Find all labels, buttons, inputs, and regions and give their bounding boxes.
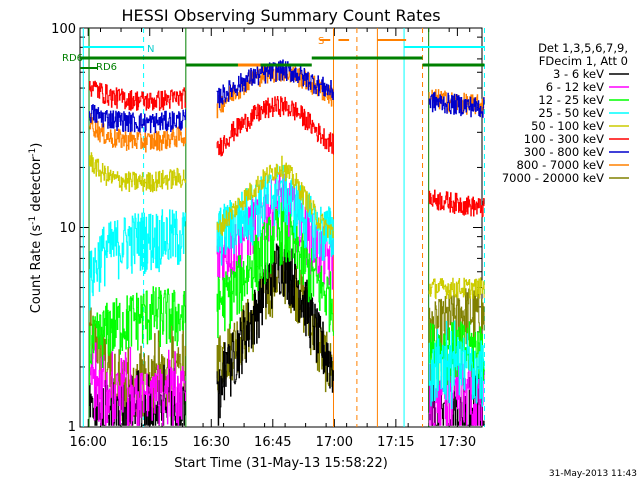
series-line (89, 286, 186, 386)
x-tick-label: 16:15 (131, 435, 168, 450)
s-label: S (318, 36, 324, 47)
series-line (428, 288, 485, 366)
x-tick-labels: 16:00 16:15 16:30 16:45 17:00 17:15 17:30 (69, 435, 476, 450)
legend-label: 6 - 12 keV (546, 80, 604, 94)
series-group (89, 59, 485, 426)
x-tick-label: 16:45 (254, 435, 291, 450)
chart-title: HESSI Observing Summary Count Rates (121, 6, 440, 25)
legend-label: 12 - 25 keV (538, 93, 604, 107)
series-line (428, 189, 485, 218)
series-line (216, 242, 334, 426)
legend-label: 50 - 100 keV (531, 119, 604, 133)
series-line (428, 277, 485, 300)
series-line (89, 342, 186, 426)
legend-label: 7000 - 20000 keV (502, 171, 604, 185)
legend-label: 25 - 50 keV (538, 106, 604, 120)
y-axis-label: Count Rate (s-1 detector-1) (28, 143, 44, 314)
x-axis-label: Start Time (31-May-13 15:58:22) (174, 456, 388, 471)
legend: Det 1,3,5,6,7,9, FDecim 1, Att 0 3 - 6 k… (502, 41, 629, 185)
series-line (89, 104, 186, 134)
x-tick-label: 17:30 (439, 435, 476, 450)
x-tick-label: 16:30 (193, 435, 230, 450)
rd6-label-left: RD6 (62, 53, 83, 64)
series-line (428, 320, 485, 409)
series-line (216, 59, 334, 108)
series-line (216, 165, 334, 266)
series-line (216, 155, 334, 239)
x-tick-label: 17:00 (316, 435, 353, 450)
legend-header-line1: Det 1,3,5,6,7,9, (538, 41, 628, 55)
legend-label: 800 - 7000 keV (516, 158, 604, 172)
y-tick-label-10: 10 (59, 221, 76, 236)
timestamp: 31-May-2013 11:43 (549, 469, 637, 479)
legend-label: 100 - 300 keV (524, 132, 604, 146)
legend-label: 3 - 6 keV (553, 67, 604, 81)
series-line (89, 113, 186, 153)
x-tick-label: 17:15 (377, 435, 414, 450)
y-tick-label-1: 1 (68, 420, 76, 435)
series-line (428, 92, 485, 118)
y-tick-label-100: 100 (51, 22, 76, 37)
x-tick-label: 16:00 (69, 435, 106, 450)
n-label: N (147, 44, 154, 55)
series-line (216, 202, 334, 339)
state-bars (80, 39, 485, 69)
series-line (89, 152, 186, 193)
legend-header-line2: FDecim 1, Att 0 (539, 54, 628, 68)
series-line (216, 96, 334, 157)
rd6-label-inner: RD6 (96, 62, 117, 73)
series-line (89, 209, 186, 311)
series-line (89, 80, 186, 111)
legend-label: 300 - 800 keV (524, 145, 604, 159)
